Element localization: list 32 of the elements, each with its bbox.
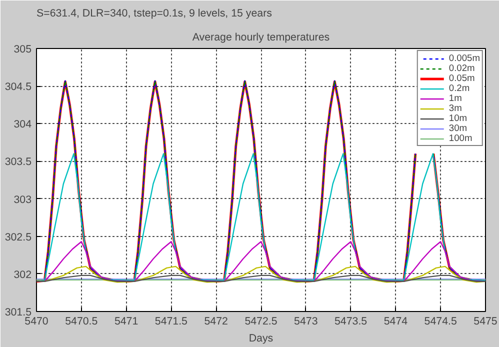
x-tick-label: 5471.5 bbox=[154, 316, 188, 328]
y-tick-label: 301.5 bbox=[4, 306, 32, 318]
y-tick-label: 304 bbox=[14, 118, 32, 131]
legend-label: 0.005m bbox=[448, 53, 480, 63]
legend-label: 0.05m bbox=[448, 73, 475, 83]
legend-label: 3m bbox=[448, 103, 463, 113]
y-tick-label: 303 bbox=[14, 194, 32, 206]
chart-title: Average hourly temperatures bbox=[192, 32, 330, 44]
x-tick-label: 5472 bbox=[204, 316, 228, 328]
line-series bbox=[36, 274, 486, 282]
x-tick-label: 5475 bbox=[474, 316, 498, 328]
chart-subtitle: S=631.4, DLR=340, tstep=0.1s, 9 levels, 15 years bbox=[36, 8, 272, 20]
x-tick-label: 5473 bbox=[294, 316, 318, 328]
legend-label: 0.2m bbox=[448, 83, 470, 93]
y-tick-label: 302 bbox=[14, 268, 32, 281]
legend-label: 0.02m bbox=[448, 63, 475, 73]
x-tick-label: 5472.5 bbox=[244, 316, 278, 328]
legend-label: 30m bbox=[448, 123, 468, 133]
y-tick-label: 302.5 bbox=[4, 231, 32, 244]
y-tick-label: 303.5 bbox=[4, 156, 32, 168]
x-tick-label: 5470.5 bbox=[65, 316, 98, 328]
x-tick-label: 5474 bbox=[384, 316, 408, 328]
x-tick-label: 5473.5 bbox=[334, 316, 368, 328]
legend-label: 10m bbox=[448, 113, 468, 123]
x-tick-label: 5470 bbox=[24, 316, 48, 328]
y-tick-label: 305 bbox=[14, 44, 32, 56]
y-tick-label: 304.5 bbox=[4, 81, 32, 94]
legend-label: 1m bbox=[448, 93, 463, 103]
legend-label: 100m bbox=[448, 133, 472, 143]
x-tick-label: 5471 bbox=[114, 316, 138, 328]
x-axis-title: Days bbox=[248, 332, 274, 344]
x-tick-label: 5474.5 bbox=[424, 316, 457, 328]
